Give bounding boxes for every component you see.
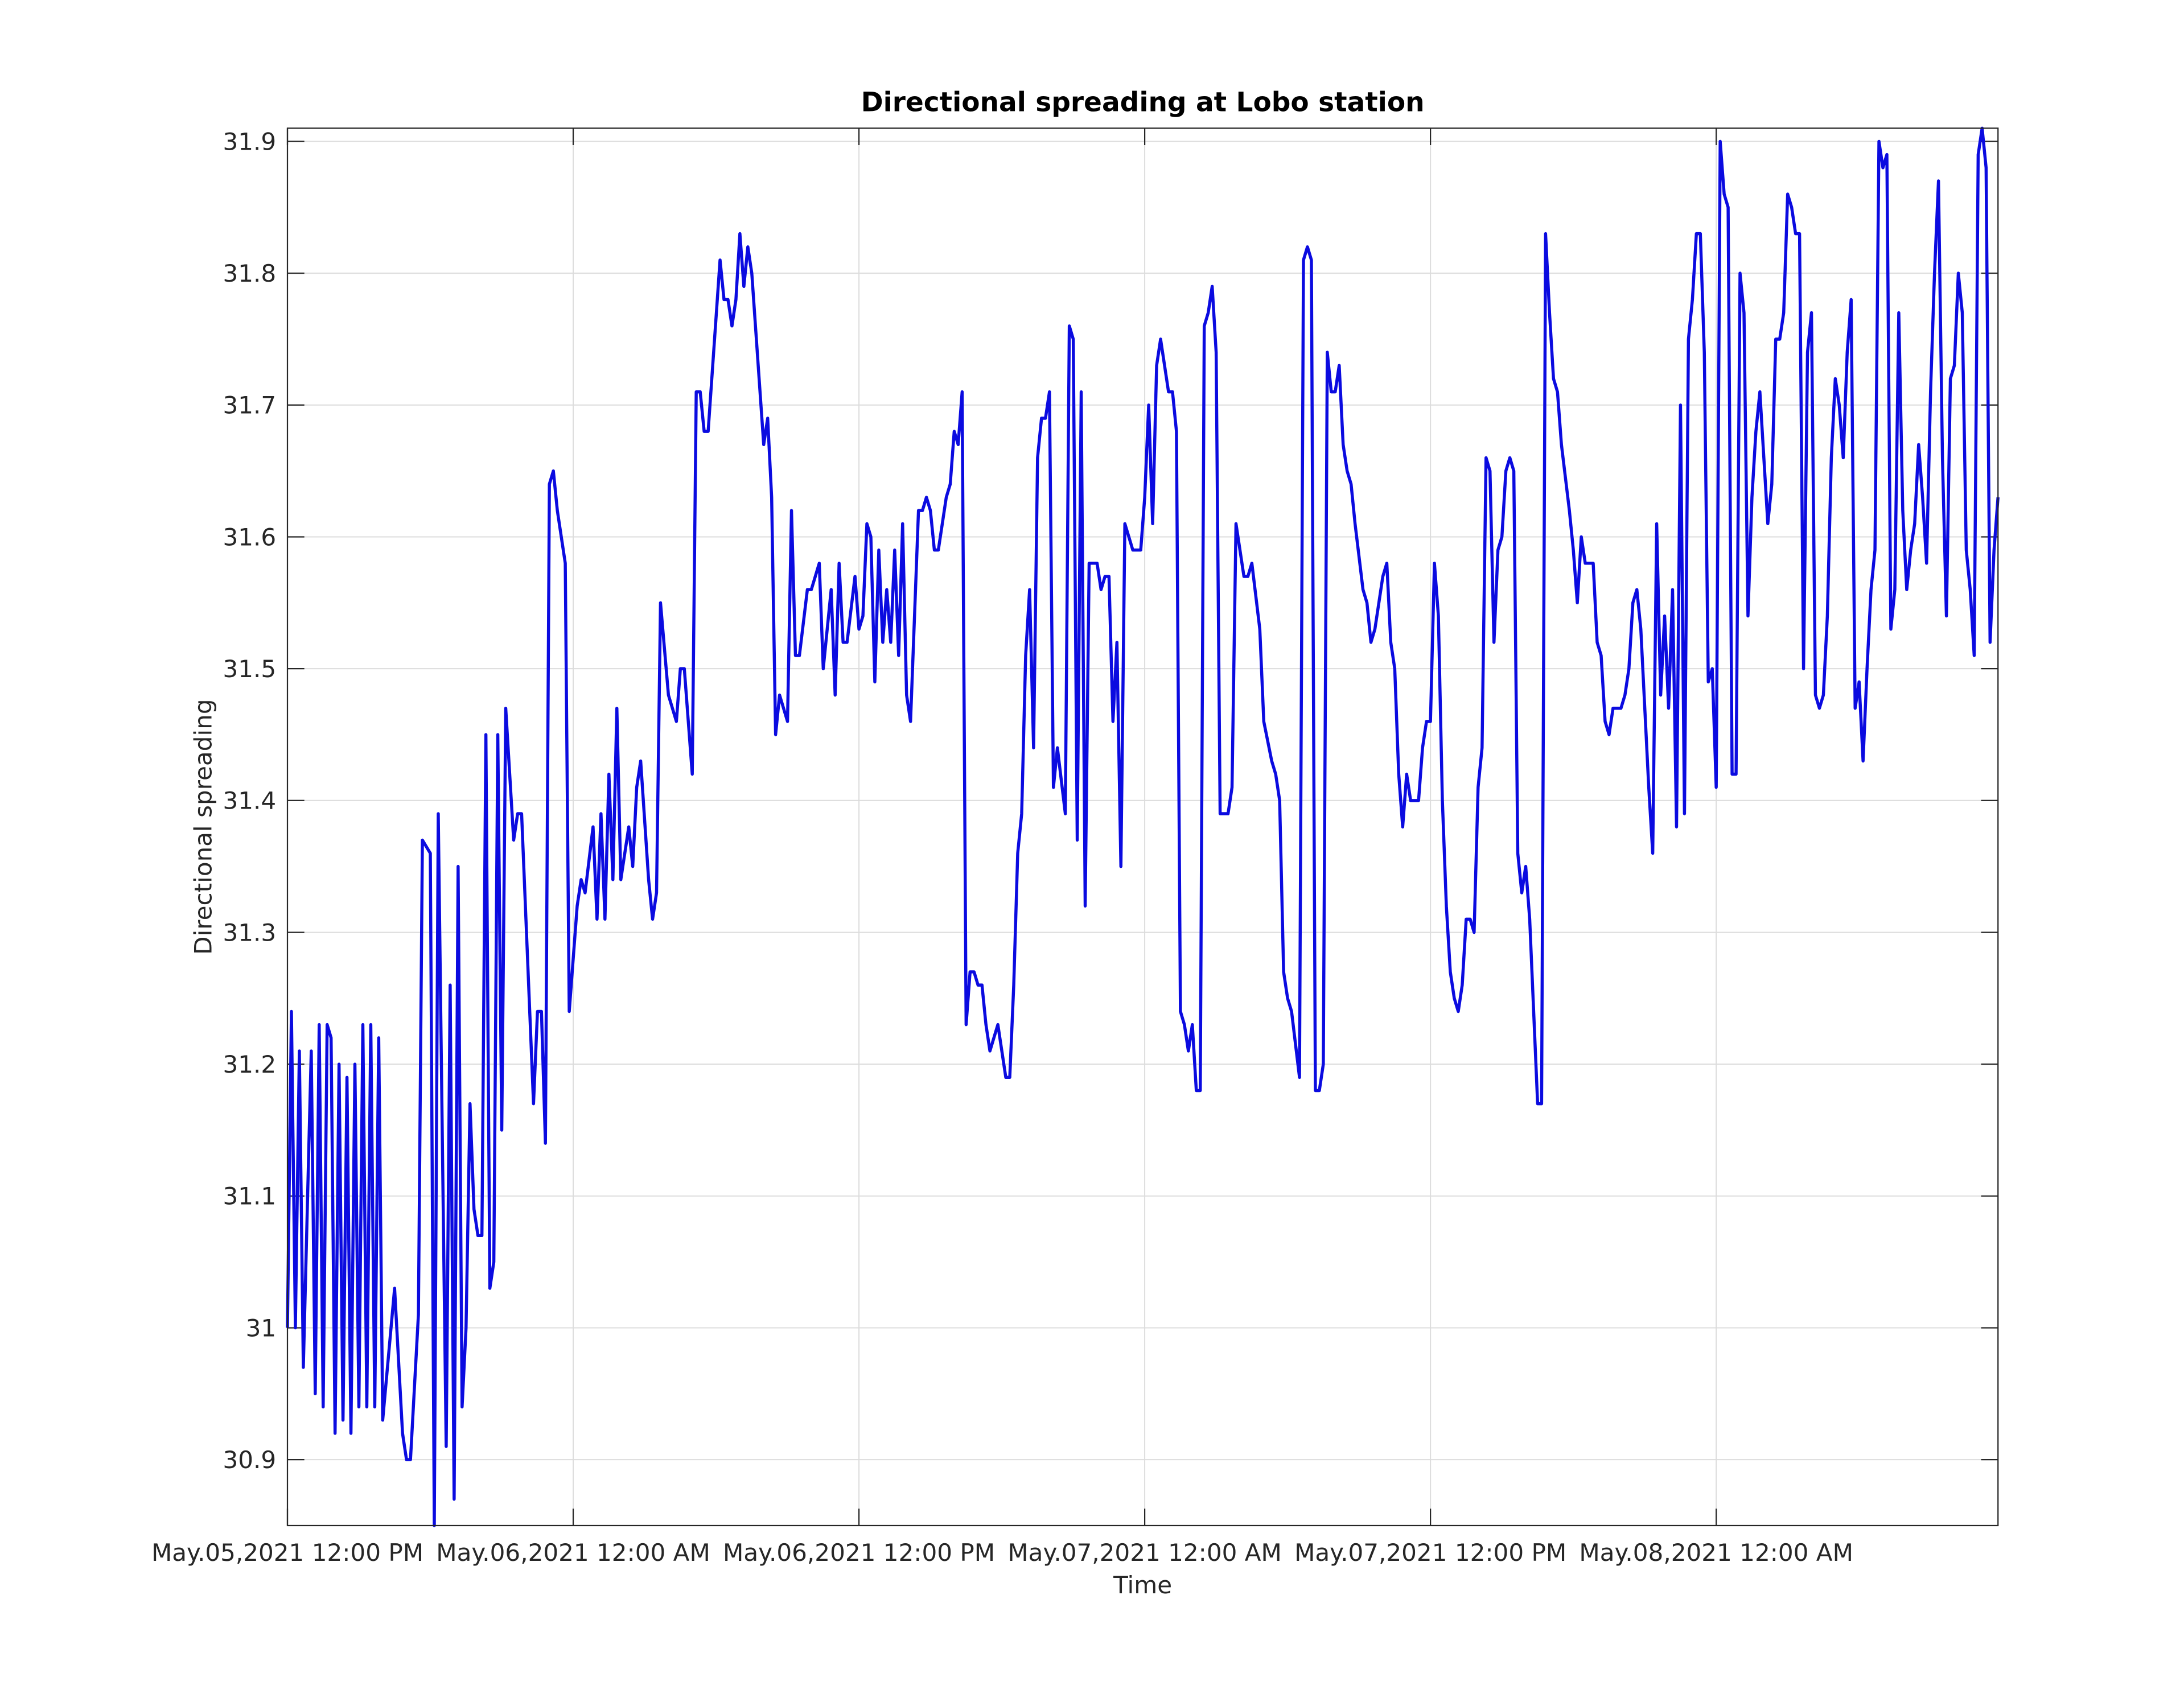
- axes-box: [286, 127, 1999, 1527]
- y-tick-label: 30.9: [223, 1446, 276, 1474]
- y-tick-label: 31.5: [223, 655, 276, 683]
- x-tick-label: May.06,2021 12:00 PM: [723, 1539, 995, 1567]
- y-tick-label: 31.4: [223, 787, 276, 815]
- data-line: [286, 126, 2000, 1527]
- x-tick-label: May.07,2021 12:00 PM: [1294, 1539, 1566, 1567]
- y-tick-label: 31.6: [223, 523, 276, 551]
- y-axis-label: Directional spreading: [189, 699, 217, 954]
- plot-area: [286, 126, 2000, 1527]
- x-tick-label: May.05,2021 12:00 PM: [151, 1539, 423, 1567]
- y-tick-label: 31: [246, 1314, 277, 1342]
- y-tick-label: 31.3: [223, 918, 276, 946]
- y-tick-label: 31.2: [223, 1050, 276, 1078]
- y-tick-label: 31.7: [223, 391, 276, 419]
- x-tick-label: May.06,2021 12:00 AM: [436, 1539, 710, 1567]
- x-tick-label: May.07,2021 12:00 AM: [1007, 1539, 1281, 1567]
- chart-title: Directional spreading at Lobo station: [861, 87, 1425, 118]
- y-tick-label: 31.8: [223, 259, 276, 287]
- y-tick-label: 31.1: [223, 1182, 276, 1210]
- x-tick-label: May.08,2021 12:00 AM: [1579, 1539, 1853, 1567]
- x-axis-label: Time: [1113, 1571, 1172, 1599]
- y-tick-label: 31.9: [223, 127, 276, 155]
